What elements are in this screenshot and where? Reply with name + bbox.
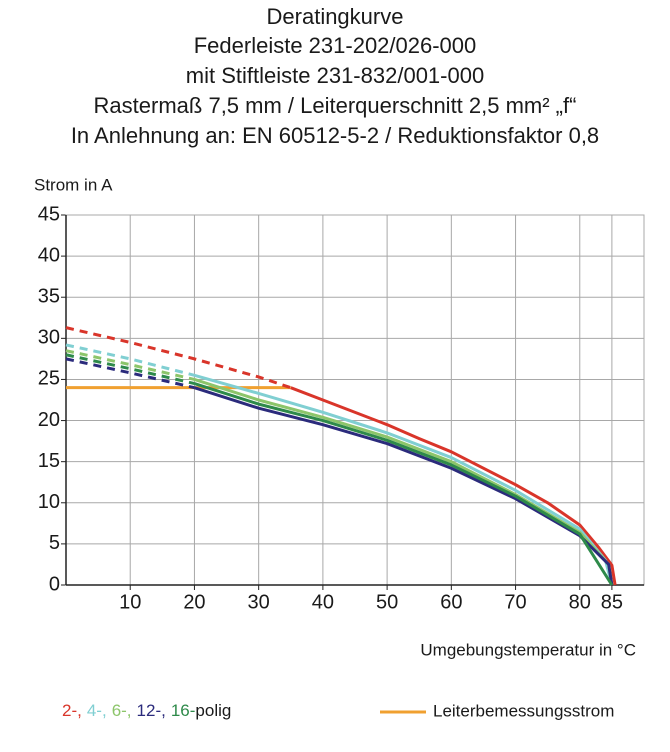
x-tick-label: 10	[119, 591, 141, 613]
chart-title: Federleiste 231-202/026-000	[194, 33, 477, 58]
chart-title: In Anlehnung an: EN 60512-5-2 / Reduktio…	[71, 123, 599, 148]
legend-entry: 6-,	[112, 701, 132, 720]
y-tick-label: 25	[38, 368, 60, 390]
line	[193, 382, 614, 586]
line-extrapolated	[65, 349, 195, 381]
x-tick-label: 80	[569, 591, 591, 613]
chart-title: Rastermaß 7,5 mm / Leiterquerschnitt 2,5…	[94, 93, 577, 118]
y-tick-label: 45	[38, 203, 60, 225]
x-tick-label: 85	[601, 591, 623, 613]
line	[290, 386, 617, 586]
y-tick-label: 35	[38, 286, 60, 308]
y-axis-label: Strom in A	[34, 175, 113, 194]
legend-entry: 4-,	[87, 701, 107, 720]
x-tick-label: 60	[440, 591, 462, 613]
line	[193, 378, 614, 586]
legend-suffix: polig	[195, 701, 231, 720]
plot-border	[65, 214, 645, 586]
y-tick-label: 5	[49, 532, 60, 554]
chart-title: Deratingkurve	[267, 4, 404, 29]
y-tick-label: 40	[38, 244, 60, 266]
line-extrapolated	[65, 353, 195, 386]
x-axis-label: Umgebungstemperatur in °C	[420, 640, 636, 659]
x-tick-label: 70	[504, 591, 526, 613]
y-tick-label: 30	[38, 327, 60, 349]
legend-entry: 12-,	[137, 701, 166, 720]
x-tick-label: 30	[248, 591, 270, 613]
y-tick-label: 0	[49, 573, 60, 595]
line	[193, 386, 614, 586]
line-extrapolated	[65, 326, 292, 390]
legend-entry: 2-,	[62, 701, 82, 720]
x-tick-label: 50	[376, 591, 398, 613]
y-tick-label: 10	[38, 491, 60, 513]
x-tick-label: 40	[312, 591, 334, 613]
line-extrapolated	[65, 343, 195, 377]
y-tick-label: 15	[38, 450, 60, 472]
legend-entry: 16-	[171, 701, 196, 720]
line-extrapolated	[65, 357, 195, 390]
legend: 2-, 4-, 6-, 12-, 16-polig	[62, 701, 231, 720]
y-tick-label: 20	[38, 409, 60, 431]
legend-entry: Leiterbemessungsstrom	[433, 701, 614, 720]
x-tick-label: 20	[183, 591, 205, 613]
chart-title: mit Stiftleiste 231-832/001-000	[186, 63, 484, 88]
